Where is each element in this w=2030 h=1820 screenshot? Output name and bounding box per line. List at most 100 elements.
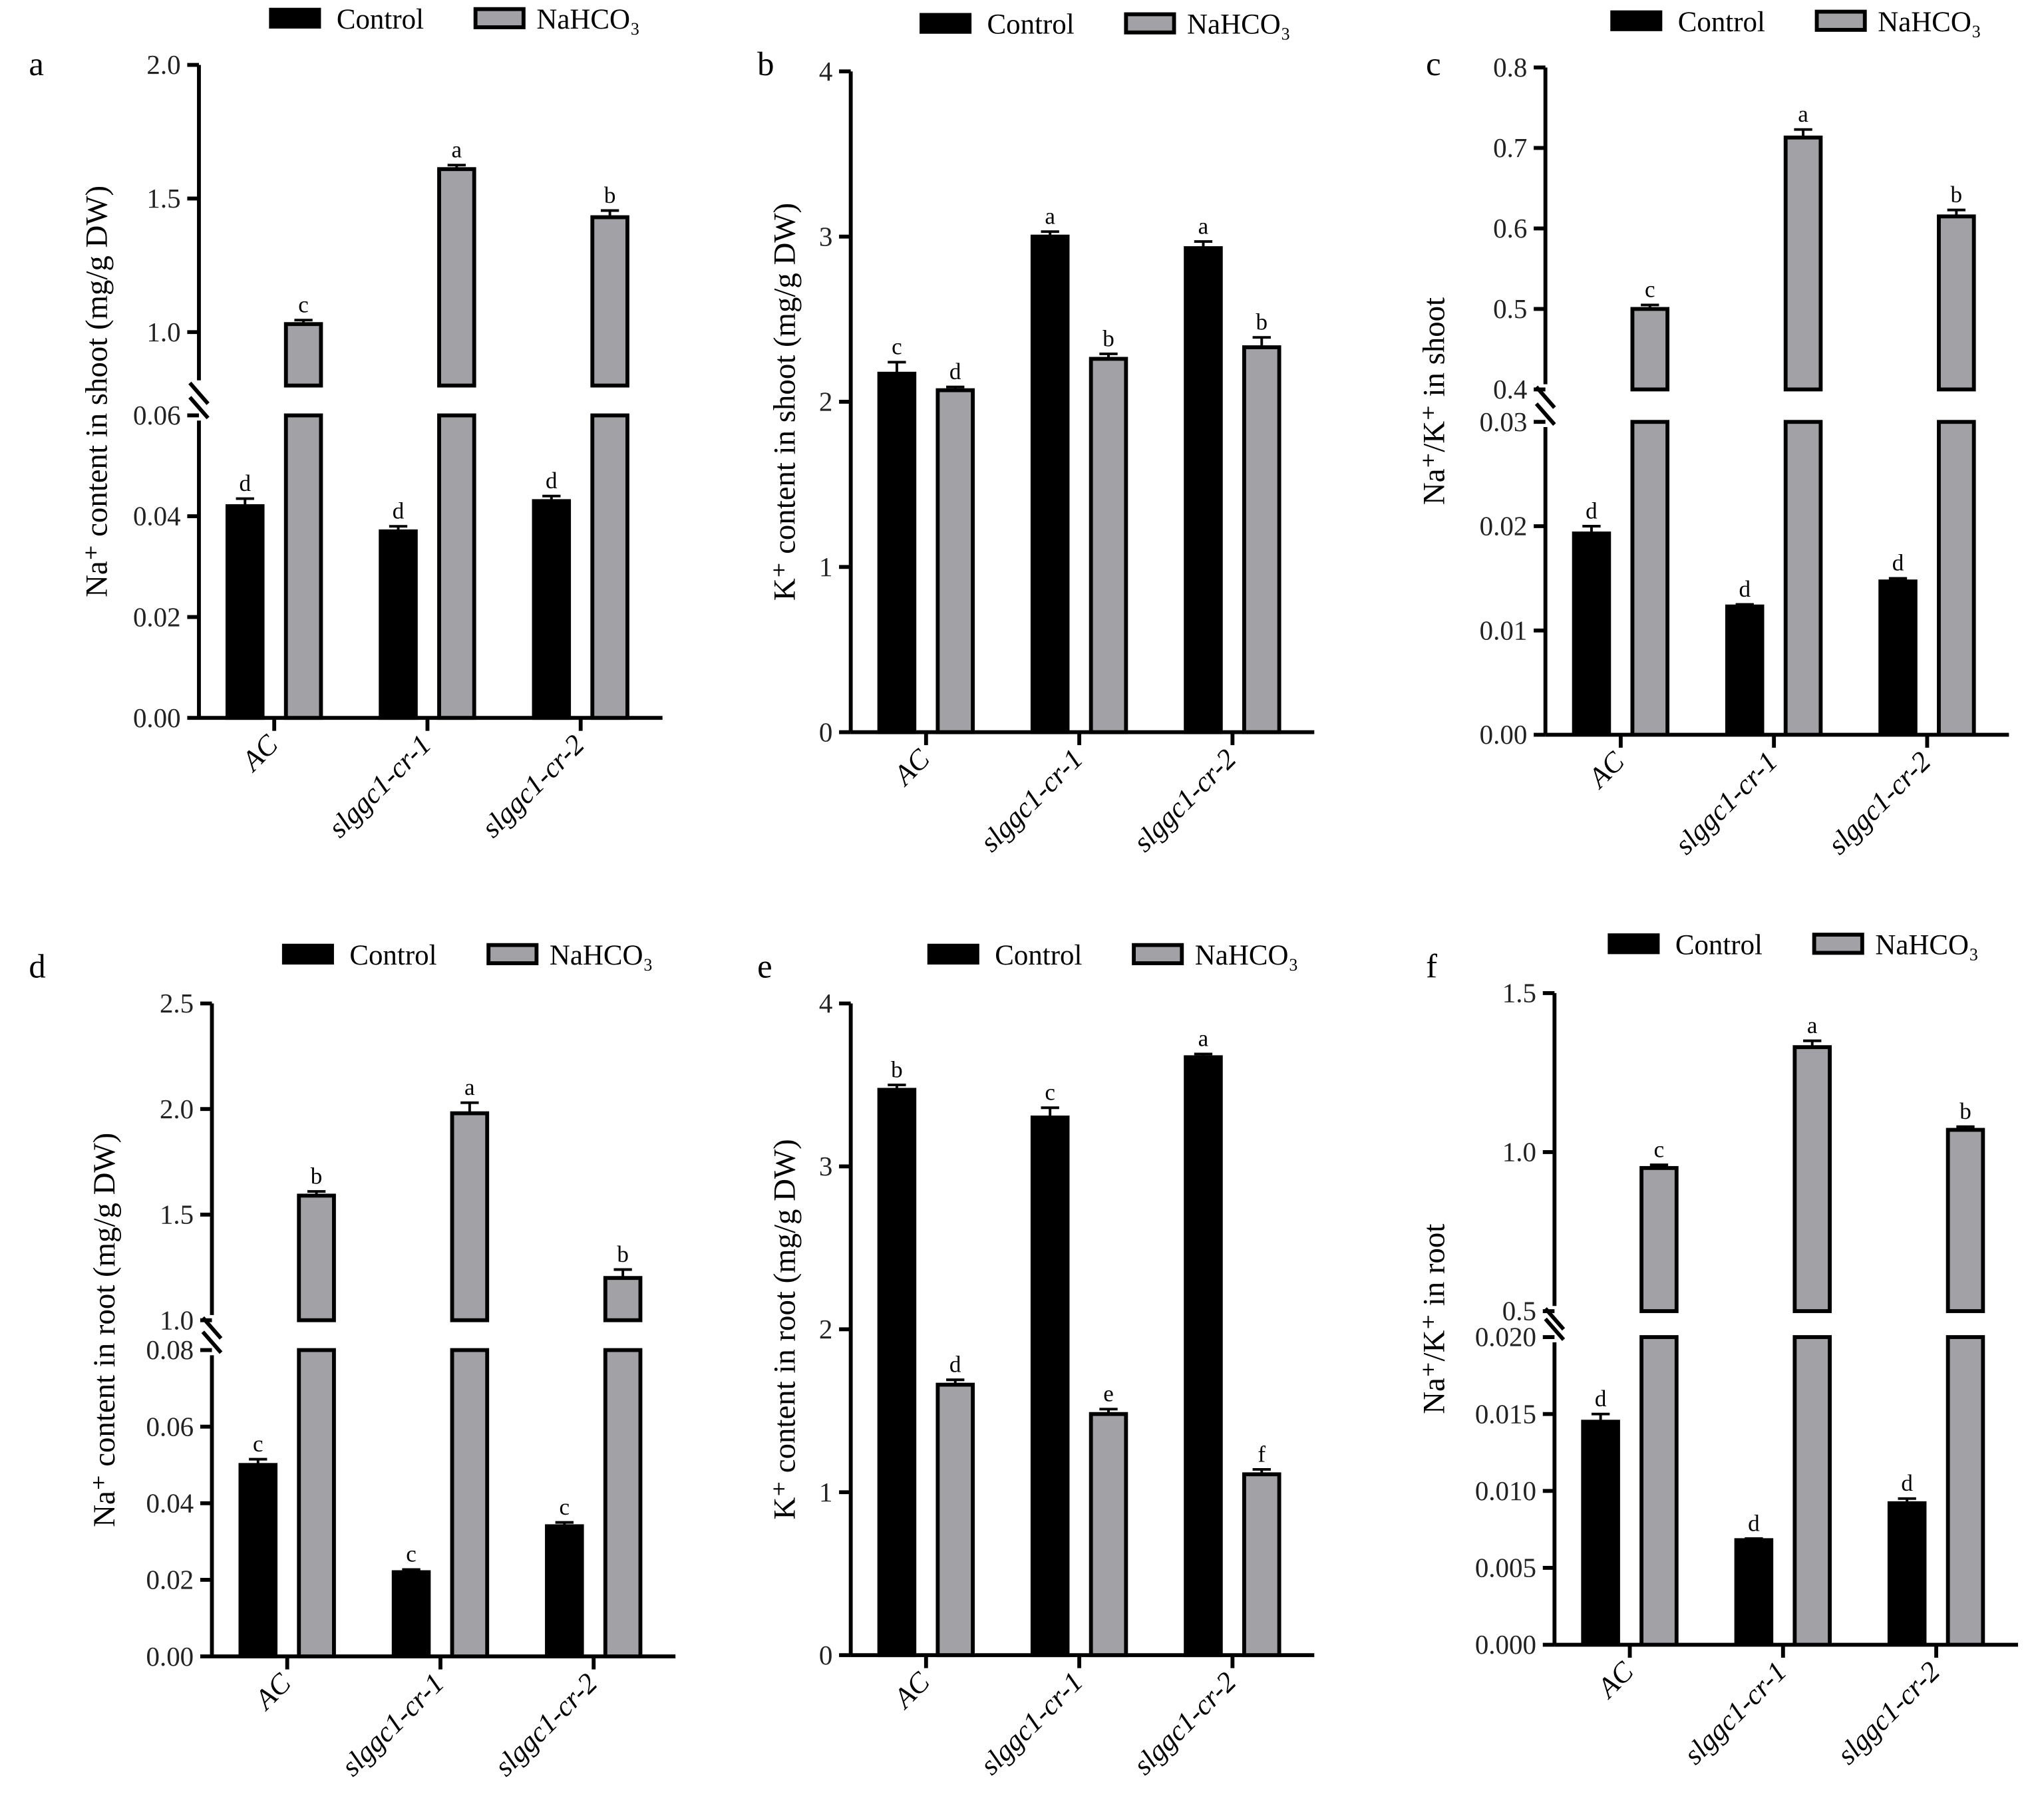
legend-label-control: Control [1675,929,1763,961]
axis-break-mark [188,396,210,420]
panel-label: e [757,947,772,985]
y-tick-label: 2.0 [160,1094,194,1124]
significance-letter: a [1807,1012,1818,1038]
x-tick-label: slggc1-cr-1 [974,1666,1089,1781]
y-tick-label: 0 [819,1640,832,1670]
panel-e: e Control NaHCO₃ K⁺ content in root (mg/g D… [757,940,1315,1781]
bar-treatment [1242,345,1281,734]
y-axis-label: Na⁺/K⁺ in root [1417,1224,1451,1414]
y-axis [1534,65,1556,737]
significance-letter: d [1586,498,1598,524]
significance-letter: c [406,1541,417,1567]
bar-control [1184,246,1223,734]
x-tick-label: slggc1-cr-2 [1128,1666,1243,1781]
y-tick-label: 1.0 [1502,1137,1536,1167]
y-tick-label: 0 [819,716,832,747]
significance-letter: c [1654,1136,1665,1162]
bar-treatment [1242,1472,1281,1658]
y-tick-label: 0.01 [1480,615,1528,645]
significance-letter: a [1045,204,1055,229]
x-tick-label: AC [887,742,937,792]
x-tick-label: slggc1-cr-2 [1831,1656,1946,1771]
x-tick-label: AC [887,1666,937,1716]
legend-swatch-treatment [1814,9,1867,32]
panel-d: d Control NaHCO₃ Na⁺ content in root (mg/g … [29,940,676,1783]
significance-letter: b [604,182,616,208]
y-tick-label: 0.06 [133,400,181,430]
bar-treatment [283,413,323,720]
bar-treatment [1783,135,1823,392]
legend-swatch-control [281,943,334,965]
y-tick-label: 0.010 [1475,1475,1536,1506]
bar-control [225,504,265,720]
panel-label: d [29,947,45,985]
y-tick-label: 1 [819,1477,832,1507]
x-tick-label: AC [1582,745,1631,795]
y-tick-label: 2.5 [160,988,194,1018]
x-tick-label: AC [1590,1655,1640,1705]
significance-letter: d [1901,1470,1913,1496]
bar-treatment [437,413,476,720]
bar-treatment [1783,420,1823,737]
legend-label-treatment: NaHCO₃ [536,4,640,35]
y-tick-label: 0.020 [1475,1322,1536,1352]
bar-control [1581,1420,1620,1647]
x-tick-label: slggc1-cr-1 [335,1668,450,1783]
y-tick-label: 0.08 [146,1334,194,1365]
bar-control [1878,579,1918,737]
panel-c: c Control NaHCO₃ Na⁺/K⁺ in shoot 0.00 0.01 0.0… [1417,7,2009,861]
bar-control [1887,1501,1927,1647]
bar-control [877,371,917,734]
x-tick-label: AC [248,1667,297,1717]
legend: Control NaHCO₃ [281,940,653,971]
significance-letter: b [1951,182,1963,208]
legend: Control NaHCO₃ [1607,929,1979,961]
significance-letter: b [1102,325,1114,351]
x-tick-label: slggc1-cr-2 [476,729,591,844]
y-tick-label: 0.04 [133,501,181,531]
significance-letter: c [892,334,902,360]
y-tick-label: 0.02 [133,601,181,632]
x-tick-label: slggc1-cr-1 [323,729,438,844]
significance-letter: d [949,1352,961,1378]
axis-break-mark [201,1330,223,1354]
legend-label-treatment: NaHCO₃ [1875,929,1979,961]
legend-label-treatment: NaHCO₃ [1187,9,1291,41]
bar-control [1184,1055,1223,1658]
legend-swatch-control [927,943,979,965]
y-tick-label: 1.5 [160,1199,194,1230]
legend-label-control: Control [995,940,1082,971]
legend-swatch-treatment [1124,12,1176,35]
x-tick-label: slggc1-cr-1 [974,743,1089,858]
legend-swatch-treatment [473,7,526,29]
y-tick-label: 0.00 [133,702,181,733]
y-tick-label: 0.00 [1480,719,1528,750]
y-tick-label: 2.0 [146,49,180,80]
significance-letter: d [239,470,251,496]
y-axis-label: Na⁺ content in shoot (mg/g DW) [79,186,114,597]
legend-label-treatment: NaHCO₃ [1878,7,1981,38]
significance-letter: b [311,1163,323,1189]
y-tick-label: 3 [819,1151,832,1181]
bar-treatment [603,1348,643,1659]
y-tick-label: 0.8 [1493,52,1527,82]
bar-treatment [283,322,323,388]
x-tick-label: slggc1-cr-2 [489,1668,604,1783]
axis-break-mark [1544,1317,1566,1341]
y-tick-label: 1.0 [146,317,180,347]
bar-control [532,499,572,720]
significance-letter: b [1256,309,1268,335]
y-tick-label: 0.04 [146,1487,194,1518]
bar-treatment [1089,1412,1128,1658]
legend-swatch-control [1607,933,1660,955]
significance-letter: d [949,359,961,384]
legend-swatch-treatment [486,943,539,965]
y-tick-label: 4 [819,56,832,86]
y-tick-label: 0.005 [1475,1553,1536,1583]
bar-control [238,1463,278,1659]
y-axis-label: K⁺ content in root (mg/g DW) [768,1139,802,1519]
y-axis [200,1001,223,1659]
x-tick-label: slggc1-cr-1 [1669,746,1784,861]
significance-letter: b [617,1241,629,1267]
